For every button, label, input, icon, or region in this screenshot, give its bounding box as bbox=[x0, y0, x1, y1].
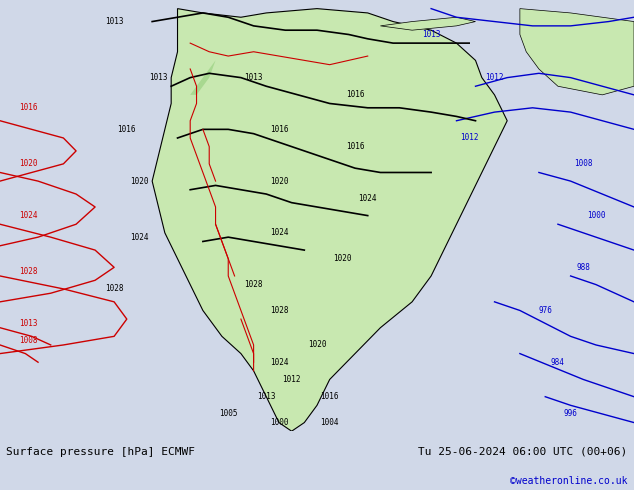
Text: 1020: 1020 bbox=[19, 159, 37, 169]
Text: ©weatheronline.co.uk: ©weatheronline.co.uk bbox=[510, 476, 628, 486]
Text: 984: 984 bbox=[551, 358, 565, 367]
Text: 1024: 1024 bbox=[269, 358, 288, 367]
Text: 996: 996 bbox=[564, 410, 578, 418]
Text: Surface pressure [hPa] ECMWF: Surface pressure [hPa] ECMWF bbox=[6, 447, 195, 457]
Text: 1013: 1013 bbox=[244, 73, 263, 82]
Text: Tu 25-06-2024 06:00 UTC (00+06): Tu 25-06-2024 06:00 UTC (00+06) bbox=[418, 447, 628, 457]
Text: 1020: 1020 bbox=[269, 176, 288, 186]
Text: 1000: 1000 bbox=[269, 418, 288, 427]
Polygon shape bbox=[152, 9, 507, 431]
Text: 1024: 1024 bbox=[269, 228, 288, 237]
Text: 1016: 1016 bbox=[346, 90, 365, 99]
Text: 1020: 1020 bbox=[333, 254, 352, 263]
Text: 1012: 1012 bbox=[460, 133, 479, 143]
Polygon shape bbox=[520, 9, 634, 95]
Text: 1024: 1024 bbox=[130, 233, 149, 242]
Text: 1004: 1004 bbox=[320, 418, 339, 427]
Text: 1013: 1013 bbox=[149, 73, 168, 82]
Text: 1013: 1013 bbox=[105, 17, 124, 26]
Text: 1028: 1028 bbox=[19, 267, 37, 276]
Polygon shape bbox=[190, 52, 228, 95]
Text: 1008: 1008 bbox=[574, 159, 593, 169]
Text: 1024: 1024 bbox=[19, 211, 37, 220]
Text: 1016: 1016 bbox=[346, 142, 365, 151]
Text: 1024: 1024 bbox=[358, 194, 377, 203]
Text: 1013: 1013 bbox=[422, 30, 441, 39]
Text: 976: 976 bbox=[538, 306, 552, 315]
Text: 1028: 1028 bbox=[269, 306, 288, 315]
Text: 1020: 1020 bbox=[307, 341, 327, 349]
Text: 1005: 1005 bbox=[219, 410, 238, 418]
Polygon shape bbox=[380, 17, 476, 30]
Text: 1012: 1012 bbox=[282, 375, 301, 384]
Text: 1008: 1008 bbox=[19, 336, 37, 345]
Text: 1016: 1016 bbox=[269, 125, 288, 134]
Text: 1028: 1028 bbox=[105, 284, 124, 294]
Text: 1000: 1000 bbox=[586, 211, 605, 220]
Text: 1012: 1012 bbox=[485, 73, 504, 82]
Text: 1016: 1016 bbox=[117, 125, 136, 134]
Text: 988: 988 bbox=[576, 263, 590, 272]
Text: 1016: 1016 bbox=[19, 103, 37, 112]
Text: 1013: 1013 bbox=[19, 319, 37, 328]
Text: 1020: 1020 bbox=[130, 176, 149, 186]
Text: 1013: 1013 bbox=[257, 392, 276, 401]
Text: 1016: 1016 bbox=[320, 392, 339, 401]
Text: 1028: 1028 bbox=[244, 280, 263, 289]
